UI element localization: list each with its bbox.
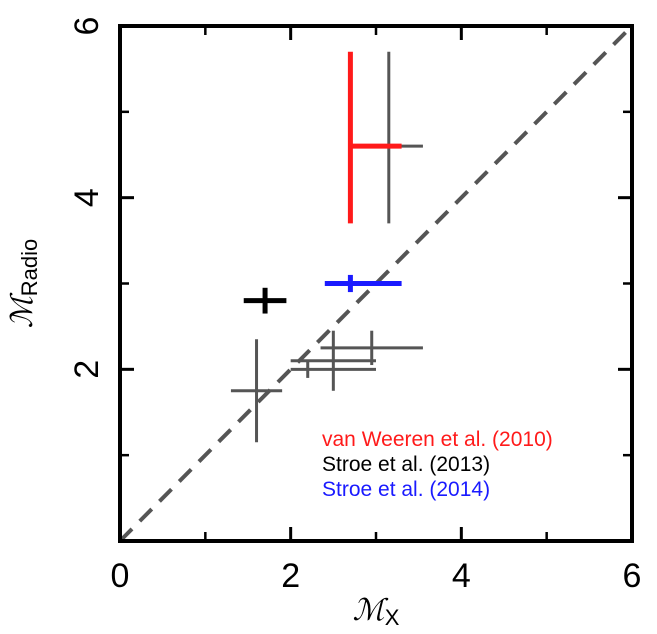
legend-entry: Stroe et al. (2014) xyxy=(322,478,490,501)
data-point xyxy=(320,330,423,366)
y-axis-label: ℳRadio xyxy=(5,239,42,329)
data-point xyxy=(243,287,287,314)
legend: van Weeren et al. (2010)Stroe et al. (20… xyxy=(322,428,553,501)
reference-line-layer xyxy=(118,24,634,543)
legend-entry: Stroe et al. (2013) xyxy=(322,453,490,476)
x-tick-label: 2 xyxy=(281,557,300,595)
x-tick-label: 0 xyxy=(111,557,130,595)
error-bar-layer xyxy=(230,51,423,443)
legend-entry: van Weeren et al. (2010) xyxy=(322,428,553,451)
x-tick-label: 4 xyxy=(452,557,471,595)
tick-layer: 0 2 4 6 2 4 6 xyxy=(68,17,642,595)
data-point xyxy=(230,339,283,443)
data-point xyxy=(290,330,376,391)
x-tick-label: 6 xyxy=(623,557,642,595)
one-to-one-dashed-line xyxy=(118,24,634,543)
data-point xyxy=(350,51,423,224)
y-tick-label: 6 xyxy=(68,17,106,36)
x-axis-label: ℳX xyxy=(353,593,400,630)
data-point xyxy=(347,51,402,224)
data-point xyxy=(324,274,402,293)
y-tick-label: 2 xyxy=(68,360,106,379)
y-tick-label: 4 xyxy=(68,188,106,207)
